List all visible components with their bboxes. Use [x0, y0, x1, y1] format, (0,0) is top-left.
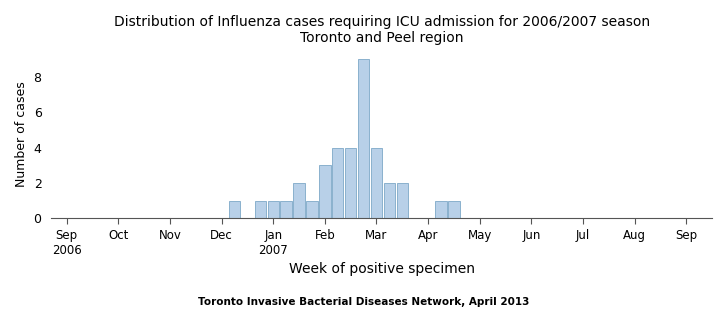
Bar	[371, 148, 382, 219]
Bar	[332, 148, 343, 219]
Text: Toronto Invasive Bacterial Diseases Network, April 2013: Toronto Invasive Bacterial Diseases Netw…	[198, 297, 529, 307]
Bar	[281, 201, 292, 219]
Bar	[294, 183, 305, 219]
Bar	[229, 201, 240, 219]
Bar	[397, 183, 408, 219]
Bar	[345, 148, 356, 219]
X-axis label: Week of positive specimen: Week of positive specimen	[289, 262, 475, 277]
Bar	[254, 201, 266, 219]
Bar	[358, 60, 369, 219]
Bar	[384, 183, 395, 219]
Bar	[268, 201, 279, 219]
Title: Distribution of Influenza cases requiring ICU admission for 2006/2007 season
Tor: Distribution of Influenza cases requirin…	[113, 15, 650, 45]
Bar	[306, 201, 318, 219]
Y-axis label: Number of cases: Number of cases	[15, 82, 28, 187]
Bar	[319, 166, 331, 219]
Bar	[435, 201, 446, 219]
Bar	[449, 201, 459, 219]
